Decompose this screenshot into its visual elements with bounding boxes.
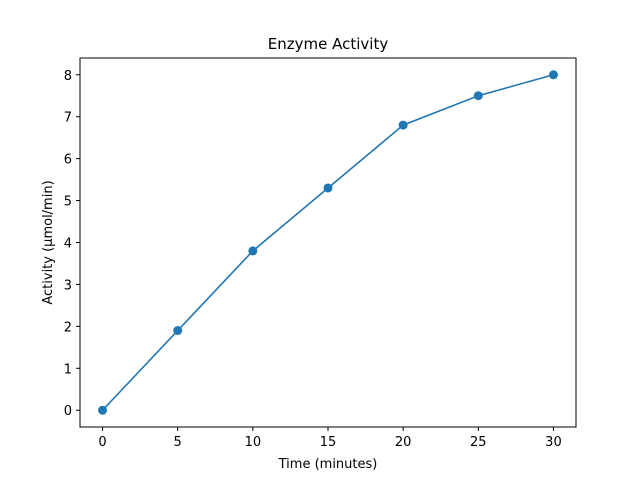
y-axis: 0 1 2 3 4 5 6 7 8 xyxy=(64,69,80,419)
data-point xyxy=(398,120,408,130)
chart-title: Enzyme Activity xyxy=(268,35,389,53)
data-point xyxy=(173,326,183,336)
data-point xyxy=(323,183,333,193)
y-tick-label: 5 xyxy=(64,195,72,210)
data-point xyxy=(548,70,558,80)
x-tick-label: 20 xyxy=(395,435,412,450)
y-axis-label: Activity (µmol/min) xyxy=(41,180,56,304)
x-axis-label: Time (minutes) xyxy=(278,457,378,472)
y-tick-label: 0 xyxy=(64,404,72,419)
y-tick-label: 4 xyxy=(64,237,72,252)
x-tick-label: 10 xyxy=(245,435,262,450)
y-tick-label: 3 xyxy=(64,278,72,293)
x-tick-label: 15 xyxy=(320,435,337,450)
x-tick-label: 0 xyxy=(98,435,106,450)
y-tick-label: 7 xyxy=(64,111,72,126)
data-point xyxy=(98,405,108,415)
data-point xyxy=(248,246,258,256)
x-tick-label: 5 xyxy=(174,435,182,450)
x-axis: 0 5 10 15 20 25 30 xyxy=(98,427,562,450)
plot-area xyxy=(98,70,558,415)
y-tick-label: 8 xyxy=(64,69,72,84)
series-line xyxy=(101,73,554,411)
axes-frame xyxy=(79,57,577,428)
y-tick-label: 1 xyxy=(64,362,72,377)
x-tick-label: 25 xyxy=(470,435,487,450)
x-tick-label: 30 xyxy=(545,435,562,450)
data-point xyxy=(473,91,483,101)
y-tick-label: 2 xyxy=(64,320,72,335)
y-tick-label: 6 xyxy=(64,153,72,168)
